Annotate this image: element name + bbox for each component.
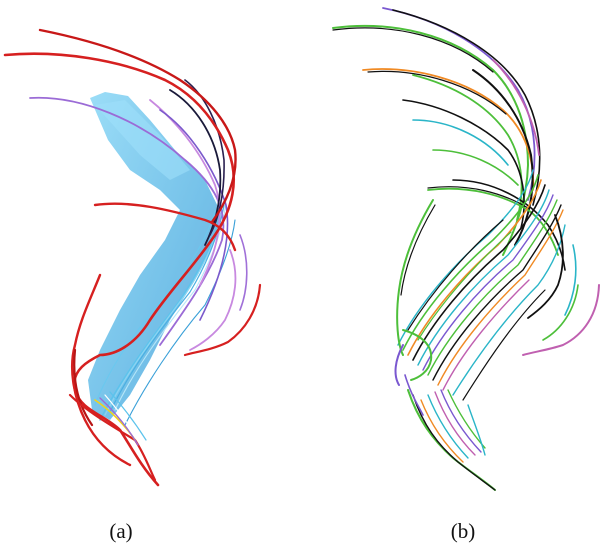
streamline-red [71, 273, 132, 467]
streamline [427, 187, 559, 256]
streamline [396, 199, 434, 356]
streamline [239, 234, 248, 311]
streamline [404, 374, 424, 416]
streamline [402, 99, 525, 229]
streamline [427, 394, 469, 459]
streamline [412, 394, 496, 491]
streamline [417, 189, 550, 366]
streamline [382, 7, 536, 201]
streamline [492, 59, 540, 156]
streamline-red [183, 283, 262, 357]
streamline [109, 391, 147, 441]
blue-surface-highlight [95, 100, 190, 180]
streamline [472, 69, 534, 246]
streamline-red [38, 28, 237, 224]
streamline [420, 399, 464, 463]
streamline [427, 199, 558, 376]
streamline [119, 214, 231, 421]
streamline [412, 74, 523, 221]
streamline [367, 70, 507, 115]
streamline [149, 99, 221, 286]
streamline [522, 284, 600, 356]
streamline [527, 214, 564, 319]
streamline [452, 179, 566, 271]
streamline [104, 394, 141, 443]
streamline [189, 249, 237, 351]
streamline-figure-b [332, 7, 600, 491]
streamline [400, 204, 436, 296]
streamline [159, 109, 229, 321]
streamline [422, 194, 554, 371]
streamline [442, 279, 530, 391]
streamline [94, 209, 216, 406]
streamline-figure-a [3, 28, 262, 487]
streamline [99, 397, 139, 446]
streamline [407, 219, 504, 331]
panel-b [303, 0, 607, 515]
streamline [332, 27, 494, 73]
streamline [440, 389, 482, 453]
streamline [332, 24, 530, 256]
streamline [467, 404, 486, 456]
streamline [124, 219, 236, 426]
streamline [114, 199, 227, 411]
streamline [427, 186, 529, 209]
streamline [434, 391, 476, 456]
streamline-red [73, 348, 94, 427]
streamline [392, 9, 541, 206]
streamline-red [3, 52, 235, 487]
streamline [432, 204, 562, 381]
streamline [564, 244, 577, 316]
streamline [29, 96, 225, 346]
streamline [402, 329, 433, 381]
panel-a-caption: (a) [109, 519, 133, 543]
streamline [394, 344, 404, 386]
streamline [437, 209, 564, 386]
streamline [407, 389, 496, 491]
streamline [452, 224, 566, 396]
panel-a [0, 0, 303, 515]
streamline [99, 214, 221, 421]
blue-surface [88, 92, 222, 420]
panel-b-caption: (b) [450, 519, 476, 543]
streamline [417, 231, 512, 341]
streamline [462, 289, 546, 401]
streamline [402, 174, 539, 351]
streamline [432, 149, 519, 186]
streamline [542, 284, 579, 341]
streamline [412, 119, 509, 166]
streamline-red [93, 202, 237, 252]
streamline [412, 184, 546, 361]
streamline [397, 169, 534, 346]
